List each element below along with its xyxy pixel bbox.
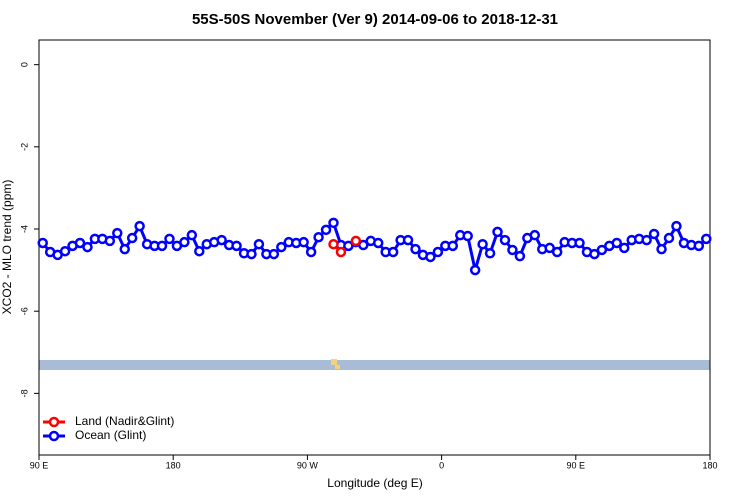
data-point (596, 244, 608, 256)
data-point (387, 246, 399, 258)
data-point (276, 241, 287, 253)
surface-strip (39, 360, 710, 370)
data-point (179, 236, 190, 248)
data-point (410, 243, 421, 255)
data-point (313, 231, 324, 243)
plot-frame (38, 39, 711, 456)
data-point (82, 241, 93, 253)
data-point (619, 242, 630, 254)
data-point (37, 237, 48, 249)
data-point (104, 235, 116, 247)
strip-mark (331, 359, 337, 365)
data-point (507, 244, 518, 256)
data-point (671, 220, 682, 232)
strip-mark (335, 365, 340, 369)
data-point (156, 240, 168, 252)
data-point (514, 250, 526, 262)
data-point (462, 230, 473, 242)
y-tick-label: -6 (19, 307, 29, 315)
data-point (112, 227, 123, 239)
data-point (335, 246, 347, 258)
data-point (701, 233, 712, 245)
legend-marker (48, 430, 60, 442)
x-tick-label: 0 (439, 460, 444, 470)
legend-marker (48, 416, 60, 428)
legend-label: Ocean (Glint) (75, 428, 146, 442)
data-point (589, 248, 600, 260)
x-tick-label: 180 (702, 460, 717, 470)
data-point (551, 246, 563, 258)
data-point (425, 251, 436, 263)
y-tick-label: -4 (19, 225, 29, 233)
data-point (372, 237, 384, 249)
x-axis-label: Longitude (deg E) (327, 476, 422, 490)
data-point (119, 243, 130, 255)
data-point (402, 234, 414, 246)
x-tick-label: 180 (166, 460, 181, 470)
data-point (216, 234, 227, 246)
data-point (298, 236, 309, 248)
data-point (656, 243, 667, 255)
x-tick-label: 90 E (567, 460, 586, 470)
data-point (305, 246, 317, 258)
data-point (350, 235, 362, 247)
data-point (74, 237, 86, 249)
data-point (328, 238, 339, 250)
data-point (574, 237, 585, 249)
data-point (253, 238, 265, 250)
data-point (499, 234, 511, 246)
data-point (320, 224, 332, 236)
data-point (469, 264, 481, 276)
data-point (134, 220, 145, 232)
data-point (447, 240, 459, 252)
data-point (492, 226, 503, 238)
data-point (432, 246, 444, 258)
data-point (268, 248, 280, 260)
y-axis-label: XCO2 - MLO trend (ppm) (0, 180, 14, 315)
data-point (648, 228, 660, 240)
y-tick-label: -8 (19, 389, 29, 397)
data-point (164, 233, 175, 245)
data-point (484, 248, 496, 259)
data-point (186, 229, 198, 241)
data-point (246, 248, 257, 260)
data-point (663, 232, 675, 244)
data-point (477, 238, 488, 250)
chart-title: 55S-50S November (Ver 9) 2014-09-06 to 2… (192, 11, 558, 28)
y-tick-label: -2 (19, 143, 29, 151)
data-point (358, 239, 369, 251)
data-point (126, 232, 138, 244)
data-point (544, 242, 555, 254)
data-point (328, 217, 339, 229)
data-point (194, 245, 205, 257)
legend-label: Land (Nadir&Glint) (75, 414, 174, 428)
data-point (611, 237, 623, 249)
x-tick-label: 90 W (297, 460, 319, 470)
data-point (59, 245, 71, 257)
y-tick-label: 0 (19, 62, 29, 67)
data-point (231, 240, 242, 252)
data-point (529, 229, 541, 241)
x-tick-label: 90 E (30, 460, 49, 470)
data-point (693, 240, 705, 252)
data-point (641, 234, 652, 246)
